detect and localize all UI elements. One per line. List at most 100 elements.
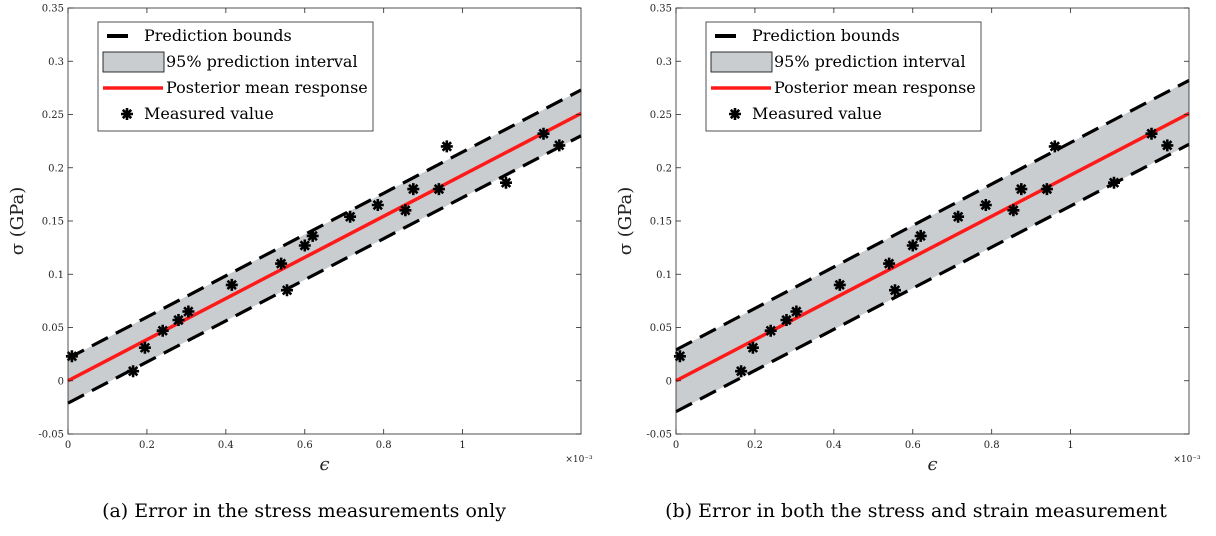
y-tick-label: -0.05 <box>646 430 672 441</box>
measured-point <box>1007 204 1020 217</box>
measured-point <box>127 365 140 378</box>
y-tick-label: 0.15 <box>650 217 672 228</box>
legend-band-swatch <box>102 51 165 73</box>
legend-entry-label: 95% prediction interval <box>774 52 966 71</box>
x-tick-label: 0.8 <box>376 440 392 451</box>
measured-point <box>440 140 453 153</box>
x-tick-label: 0.2 <box>747 440 763 451</box>
legend-entry-label: Posterior mean response <box>774 78 976 97</box>
legend: Prediction bounds 95% prediction interval… <box>97 21 374 132</box>
measured-point <box>735 365 748 378</box>
y-tick-label: 0.35 <box>42 4 64 15</box>
x-tick-label: 0.4 <box>218 440 234 451</box>
measured-point <box>275 257 288 270</box>
x-multiplier-label: ×10⁻³ <box>565 455 593 465</box>
x-tick-label: 1 <box>1067 440 1073 451</box>
legend-point-swatch <box>121 108 133 120</box>
legend-point-swatch <box>729 108 741 120</box>
legend: Prediction bounds 95% prediction interval… <box>705 21 982 132</box>
measured-point <box>1040 183 1053 196</box>
y-tick-label: 0.25 <box>42 110 64 121</box>
x-tick-label: 0.8 <box>984 440 1000 451</box>
legend-box <box>705 21 982 132</box>
y-tick-label: 0.1 <box>48 270 64 281</box>
measured-point <box>281 284 293 297</box>
y-tick-label: 0.05 <box>42 323 64 334</box>
x-tick-label: 1 <box>459 440 465 451</box>
legend-entry-label: Posterior mean response <box>166 78 368 97</box>
measured-point <box>156 324 169 337</box>
y-tick-label: 0.3 <box>48 57 64 68</box>
measured-point <box>790 305 803 318</box>
y-tick-label: 0 <box>58 376 64 387</box>
measured-point <box>399 204 412 217</box>
lower-prediction-bound <box>67 134 582 405</box>
y-tick-label: 0.15 <box>42 217 64 228</box>
measured-point <box>182 305 195 318</box>
legend-entry-label: 95% prediction interval <box>166 52 358 71</box>
measured-point <box>138 341 151 354</box>
x-tick-label: 0.4 <box>826 440 842 451</box>
upper-prediction-bound <box>67 88 582 360</box>
measured-point <box>306 229 319 242</box>
x-tick-label: 0.6 <box>297 440 313 451</box>
measured-point <box>1145 127 1158 140</box>
measured-point <box>225 278 238 291</box>
y-tick-label: 0.2 <box>656 163 672 174</box>
legend-entry-label: Prediction bounds <box>752 26 900 45</box>
measured-point <box>1161 139 1174 152</box>
y-axis-label: σ (GPa) <box>615 187 636 255</box>
x-multiplier-label: ×10⁻³ <box>1173 455 1201 465</box>
x-tick-label: 0.6 <box>905 440 921 451</box>
measured-point <box>906 239 919 252</box>
chart-a: 0 0.2 0.4 0.6 0.8 1-0.0500.050.10.150.20.250.… <box>7 4 593 476</box>
measured-point <box>952 210 965 223</box>
chart-panel-a: 0 0.2 0.4 0.6 0.8 1 -0.05 0 0.05 0.1 0.15 0.2 0.25 0.… <box>7 4 593 523</box>
measured-point <box>889 284 901 297</box>
measured-point <box>673 350 686 363</box>
measured-point <box>780 314 793 326</box>
x-tick-label: 0.2 <box>139 440 155 451</box>
measured-point <box>1108 176 1120 189</box>
chart-panel-b: 0 0.2 0.4 0.6 0.8 1 -0.05 0 0.05 0.1 0.15 0.2 0.25 0.… <box>608 0 1216 536</box>
measured-point <box>764 324 777 337</box>
y-tick-label: 0 <box>666 376 672 387</box>
measured-point <box>537 127 550 140</box>
caption-b: (b) Error in both the stress and strain … <box>665 500 1167 522</box>
measured-point <box>1015 183 1028 196</box>
measured-point <box>344 210 357 223</box>
posterior-mean-line <box>675 111 1190 383</box>
legend-band-swatch <box>710 51 773 73</box>
lower-prediction-bound <box>675 142 1190 414</box>
legend-entry-label: Measured value <box>752 104 882 123</box>
posterior-mean-line <box>67 111 582 383</box>
x-axis-label: ϵ <box>319 454 329 475</box>
measured-point <box>553 139 566 152</box>
x-tick-label: 0 <box>673 440 679 451</box>
x-axis-label: ϵ <box>927 454 937 475</box>
measured-point <box>407 183 420 196</box>
measured-point <box>1048 140 1061 153</box>
legend-entry-label: Prediction bounds <box>144 26 292 45</box>
y-tick-label: 0.25 <box>650 110 672 121</box>
measured-point <box>883 257 896 270</box>
measured-point <box>371 199 384 211</box>
y-tick-label: 0.1 <box>656 270 672 281</box>
measured-point <box>65 350 78 363</box>
measured-point <box>432 183 445 196</box>
legend-entry-label: Measured value <box>144 104 274 123</box>
upper-prediction-bound <box>675 79 1190 352</box>
measured-point <box>172 314 185 326</box>
legend-box <box>97 21 374 132</box>
x-tick-label: 0 <box>65 440 71 451</box>
measured-point <box>298 239 311 252</box>
measured-point <box>833 278 846 291</box>
measured-point <box>500 176 512 189</box>
chart-b: 0 0.2 0.4 0.6 0.8 1-0.0500.050.10.150.20.250.… <box>615 4 1201 476</box>
measured-point <box>914 229 927 242</box>
y-axis-label: σ (GPa) <box>7 187 28 255</box>
measured-point <box>979 199 992 211</box>
measured-point <box>746 341 759 354</box>
y-tick-label: 0.2 <box>48 163 64 174</box>
y-tick-label: -0.05 <box>38 430 64 441</box>
